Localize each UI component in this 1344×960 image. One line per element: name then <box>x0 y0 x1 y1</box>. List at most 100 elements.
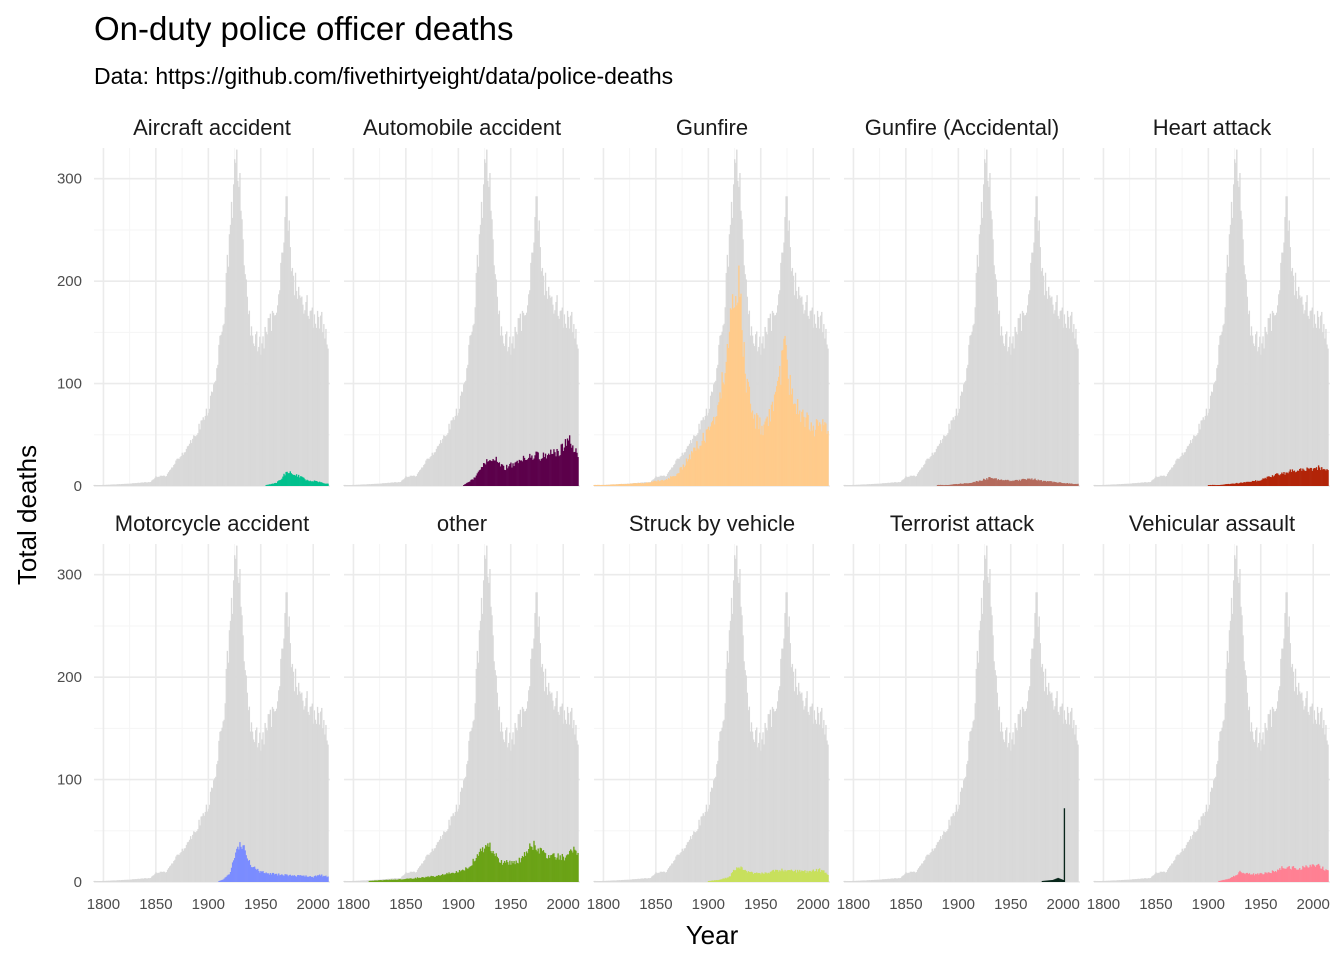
cause-bar <box>728 876 731 882</box>
total-bar <box>804 310 806 486</box>
total-bar <box>755 334 757 486</box>
total-bar <box>1167 868 1170 882</box>
total-bar <box>885 879 887 882</box>
total-bar <box>574 734 576 882</box>
total-bar <box>760 750 762 882</box>
total-bar <box>388 482 390 486</box>
cause-bar <box>1283 868 1285 882</box>
total-bar <box>215 776 217 882</box>
total-bar <box>1139 482 1141 486</box>
cause-bar <box>320 875 322 882</box>
total-bar <box>1157 476 1159 486</box>
total-bar <box>556 691 558 882</box>
total-bar <box>1259 336 1261 486</box>
cause-bar <box>715 416 717 486</box>
cause-bar <box>320 482 322 486</box>
total-bar <box>1098 880 1101 882</box>
total-bar <box>320 315 322 486</box>
cause-bar <box>403 879 405 882</box>
total-bar <box>1116 484 1118 486</box>
total-bar <box>372 483 375 486</box>
total-bar <box>404 873 406 882</box>
cause-bar <box>1279 475 1281 486</box>
total-bar <box>455 804 458 882</box>
cause-bar <box>650 482 652 486</box>
cause-bar <box>1245 872 1247 882</box>
cause-bar <box>455 871 458 882</box>
total-bar <box>1236 545 1238 882</box>
total-bar <box>671 467 673 486</box>
total-bar <box>497 710 500 882</box>
total-bar <box>383 483 385 486</box>
cause-bar <box>697 448 699 486</box>
total-bar <box>798 682 800 882</box>
total-bar <box>962 788 964 882</box>
total-bar <box>1065 327 1068 486</box>
total-bar <box>909 475 911 486</box>
cause-bar <box>824 872 826 882</box>
total-bar <box>805 698 807 882</box>
total-bar <box>199 429 201 486</box>
total-bar <box>818 328 821 486</box>
total-bar <box>568 724 571 882</box>
total-bar <box>1154 873 1156 882</box>
cause-bar <box>469 481 471 486</box>
total-bar <box>439 836 442 882</box>
cause-bar <box>743 342 745 486</box>
total-bar <box>1291 267 1294 486</box>
cause-bar <box>475 858 477 882</box>
total-bar <box>201 816 203 882</box>
cause-bar <box>368 880 370 882</box>
cause-bar <box>1259 873 1261 882</box>
cause-bar <box>1317 465 1320 486</box>
total-bar <box>543 295 546 486</box>
total-bar <box>1239 568 1241 882</box>
cause-bar <box>552 853 554 882</box>
total-bar <box>677 458 679 486</box>
total-bar <box>901 876 903 882</box>
total-bar <box>487 180 489 486</box>
total-bar <box>1317 712 1320 882</box>
cause-bar <box>640 483 643 486</box>
total-bar <box>1295 686 1298 882</box>
cause-bar <box>294 475 297 486</box>
total-bar <box>176 458 178 486</box>
total-bar <box>1165 476 1168 486</box>
total-bar <box>1146 482 1149 486</box>
total-bar <box>373 483 376 486</box>
total-bar <box>1117 880 1119 882</box>
total-bar <box>1134 879 1136 882</box>
total-bar <box>1022 312 1025 486</box>
total-bar <box>860 484 862 486</box>
total-bar <box>1174 859 1176 882</box>
cause-bar <box>1017 480 1019 486</box>
cause-bar <box>425 876 427 882</box>
total-bar <box>1108 484 1110 486</box>
cause-bar <box>1301 869 1303 882</box>
cause-bar <box>1324 870 1326 882</box>
total-bar <box>893 878 896 882</box>
cause-bar <box>312 877 315 882</box>
total-bar <box>144 878 147 882</box>
total-bar <box>1318 328 1321 486</box>
total-bar <box>964 382 966 486</box>
total-bar <box>1018 714 1020 882</box>
total-bar <box>163 475 166 486</box>
total-bar <box>238 582 240 882</box>
total-bar <box>968 344 970 486</box>
total-bar <box>364 880 366 882</box>
total-bar <box>697 829 699 882</box>
total-bar <box>746 692 748 882</box>
total-bar <box>112 484 114 486</box>
total-bar <box>382 483 384 486</box>
cause-bar <box>568 435 571 486</box>
cause-bar <box>491 853 493 882</box>
total-bar <box>407 476 409 486</box>
facet-panel: Gunfire (Accidental) <box>843 115 1080 487</box>
total-bar <box>597 880 600 882</box>
total-bar <box>127 483 129 486</box>
cause-bar <box>739 296 741 486</box>
total-bar <box>890 878 893 882</box>
cause-bar <box>1061 879 1063 882</box>
cause-bar <box>752 418 755 486</box>
